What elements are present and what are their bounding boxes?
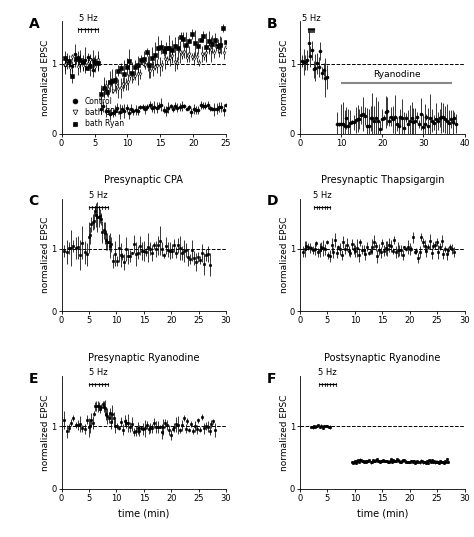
- Y-axis label: normalized EPSC: normalized EPSC: [280, 39, 289, 116]
- Text: Postsynaptic Ryanodine: Postsynaptic Ryanodine: [324, 353, 440, 363]
- Text: Presynaptic Thapsigargin: Presynaptic Thapsigargin: [320, 176, 444, 185]
- Text: A: A: [29, 17, 39, 31]
- Text: 5 Hz: 5 Hz: [79, 13, 97, 23]
- Text: 5 Hz: 5 Hz: [313, 191, 331, 200]
- Text: F: F: [267, 372, 277, 386]
- Y-axis label: normalized EPSC: normalized EPSC: [41, 394, 50, 471]
- Y-axis label: normalized EPSC: normalized EPSC: [41, 217, 50, 293]
- Text: D: D: [267, 194, 279, 208]
- Text: Presynaptic CPA: Presynaptic CPA: [104, 176, 183, 185]
- Text: 5 Hz: 5 Hz: [318, 368, 337, 378]
- X-axis label: time (min): time (min): [356, 508, 408, 518]
- Text: 5 Hz: 5 Hz: [302, 13, 321, 23]
- Y-axis label: normalized EPSC: normalized EPSC: [280, 217, 289, 293]
- Text: 5 Hz: 5 Hz: [89, 191, 108, 200]
- Y-axis label: normalized EPSC: normalized EPSC: [41, 39, 50, 116]
- Text: B: B: [267, 17, 278, 31]
- Text: 5 Hz: 5 Hz: [89, 368, 108, 378]
- Text: E: E: [29, 372, 38, 386]
- Text: Ryanodine: Ryanodine: [373, 70, 420, 79]
- Text: Presynaptic Ryanodine: Presynaptic Ryanodine: [88, 353, 200, 363]
- X-axis label: time (min): time (min): [118, 508, 170, 518]
- Y-axis label: normalized EPSC: normalized EPSC: [280, 394, 289, 471]
- Legend: Control, bath CPA, bath Ryan: Control, bath CPA, bath Ryan: [65, 96, 125, 130]
- Text: C: C: [29, 194, 39, 208]
